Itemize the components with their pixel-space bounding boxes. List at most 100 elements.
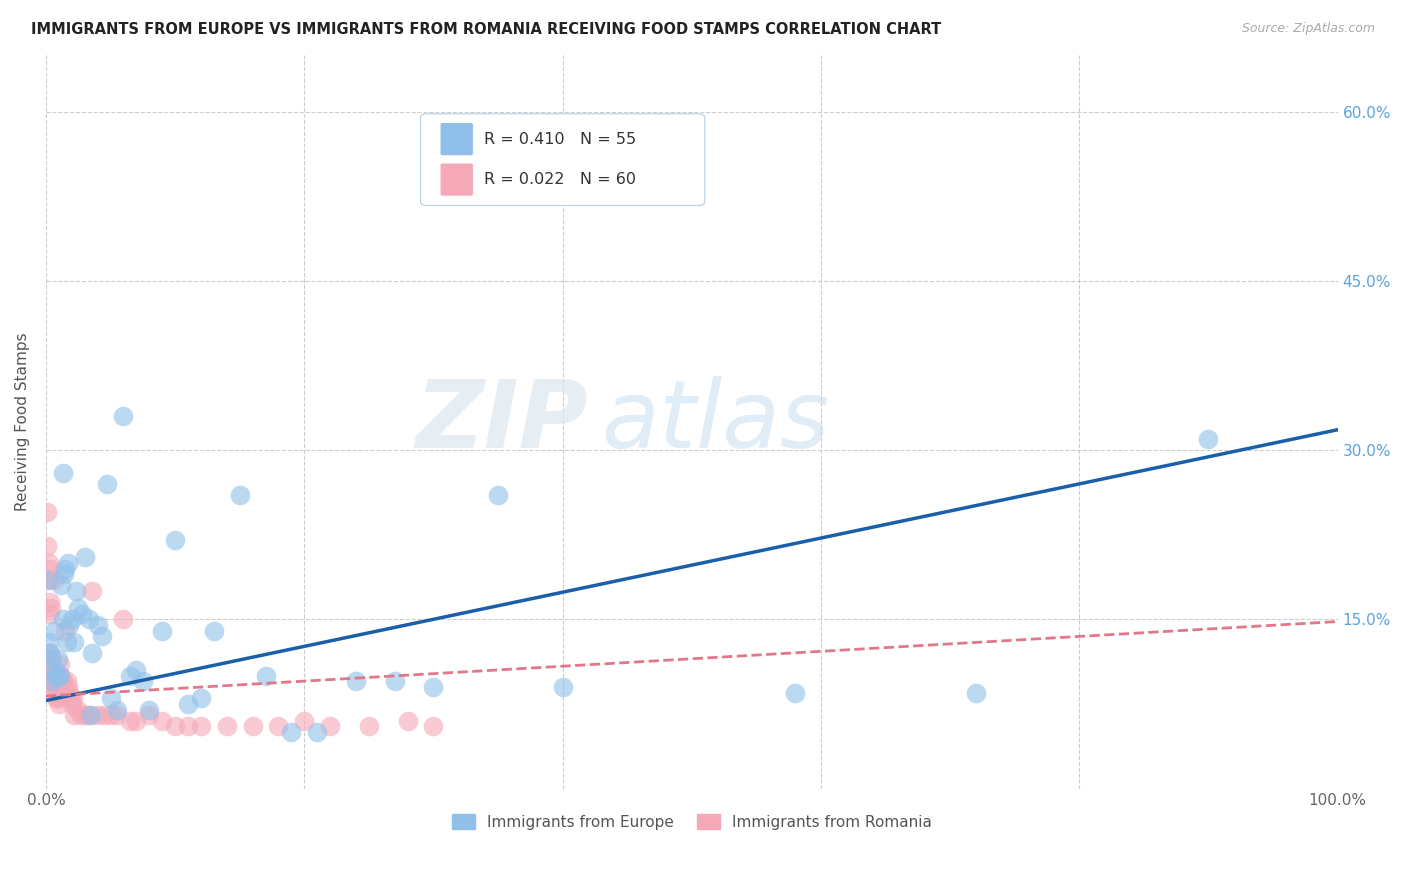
- Point: [38, 561, 60, 575]
- Point: [38, 607, 60, 621]
- Point: [46, 691, 69, 706]
- Point: [551, 680, 574, 694]
- Point: [41, 674, 63, 689]
- Text: Source: ZipAtlas.com: Source: ZipAtlas.com: [1241, 22, 1375, 36]
- Point: [38, 635, 60, 649]
- Point: [41, 674, 63, 689]
- Point: [292, 714, 315, 728]
- Point: [486, 488, 509, 502]
- Point: [51, 578, 73, 592]
- Point: [112, 409, 135, 424]
- Point: [112, 612, 135, 626]
- Point: [53, 680, 76, 694]
- Point: [55, 674, 77, 689]
- Point: [38, 556, 60, 570]
- Point: [38, 646, 60, 660]
- Point: [150, 624, 173, 638]
- Point: [319, 719, 342, 733]
- Point: [39, 669, 62, 683]
- Point: [37, 539, 59, 553]
- Point: [67, 702, 90, 716]
- Point: [62, 691, 84, 706]
- Point: [100, 691, 122, 706]
- Point: [384, 674, 406, 689]
- Point: [63, 635, 86, 649]
- Point: [105, 702, 128, 716]
- Point: [422, 680, 444, 694]
- Point: [82, 584, 104, 599]
- Point: [1198, 432, 1220, 446]
- Point: [73, 708, 96, 723]
- Point: [52, 612, 75, 626]
- Point: [39, 652, 62, 666]
- Point: [105, 708, 128, 723]
- Point: [53, 624, 76, 638]
- Point: [70, 607, 93, 621]
- Point: [38, 595, 60, 609]
- Point: [90, 629, 112, 643]
- Point: [86, 708, 108, 723]
- Point: [165, 533, 187, 548]
- Point: [45, 680, 67, 694]
- Point: [56, 556, 79, 570]
- Point: [344, 674, 367, 689]
- Point: [37, 505, 59, 519]
- Text: ZIP: ZIP: [416, 376, 589, 467]
- Point: [93, 708, 115, 723]
- Point: [73, 550, 96, 565]
- Point: [60, 697, 83, 711]
- Point: [125, 663, 148, 677]
- Point: [49, 657, 72, 672]
- Point: [138, 708, 160, 723]
- Point: [80, 708, 103, 723]
- Point: [96, 476, 118, 491]
- FancyBboxPatch shape: [420, 114, 704, 205]
- Point: [77, 708, 100, 723]
- Point: [55, 635, 77, 649]
- Point: [118, 714, 141, 728]
- Point: [118, 669, 141, 683]
- Point: [53, 567, 76, 582]
- Point: [49, 669, 72, 683]
- Point: [52, 674, 75, 689]
- Point: [35, 669, 58, 683]
- Point: [150, 714, 173, 728]
- Point: [46, 652, 69, 666]
- Point: [785, 685, 807, 699]
- Point: [422, 719, 444, 733]
- Text: R = 0.410   N = 55: R = 0.410 N = 55: [484, 132, 636, 146]
- Point: [48, 697, 70, 711]
- Point: [100, 708, 122, 723]
- Point: [190, 719, 212, 733]
- Point: [70, 708, 93, 723]
- Point: [132, 674, 155, 689]
- Point: [254, 669, 277, 683]
- Point: [51, 669, 73, 683]
- Point: [37, 573, 59, 587]
- Point: [60, 612, 83, 626]
- Point: [42, 669, 65, 683]
- Point: [67, 601, 90, 615]
- Point: [44, 663, 66, 677]
- Point: [44, 685, 66, 699]
- Point: [53, 561, 76, 575]
- Point: [41, 657, 63, 672]
- Point: [138, 702, 160, 716]
- Point: [280, 725, 302, 739]
- Point: [202, 624, 225, 638]
- Point: [77, 612, 100, 626]
- Point: [63, 708, 86, 723]
- Point: [396, 714, 419, 728]
- Point: [39, 601, 62, 615]
- Point: [58, 618, 80, 632]
- FancyBboxPatch shape: [441, 164, 472, 195]
- Point: [59, 691, 82, 706]
- Text: IMMIGRANTS FROM EUROPE VS IMMIGRANTS FROM ROMANIA RECEIVING FOOD STAMPS CORRELAT: IMMIGRANTS FROM EUROPE VS IMMIGRANTS FRO…: [31, 22, 941, 37]
- Point: [42, 680, 65, 694]
- Point: [38, 573, 60, 587]
- Point: [65, 584, 87, 599]
- Point: [165, 719, 187, 733]
- Point: [267, 719, 290, 733]
- Point: [965, 685, 987, 699]
- Point: [82, 646, 104, 660]
